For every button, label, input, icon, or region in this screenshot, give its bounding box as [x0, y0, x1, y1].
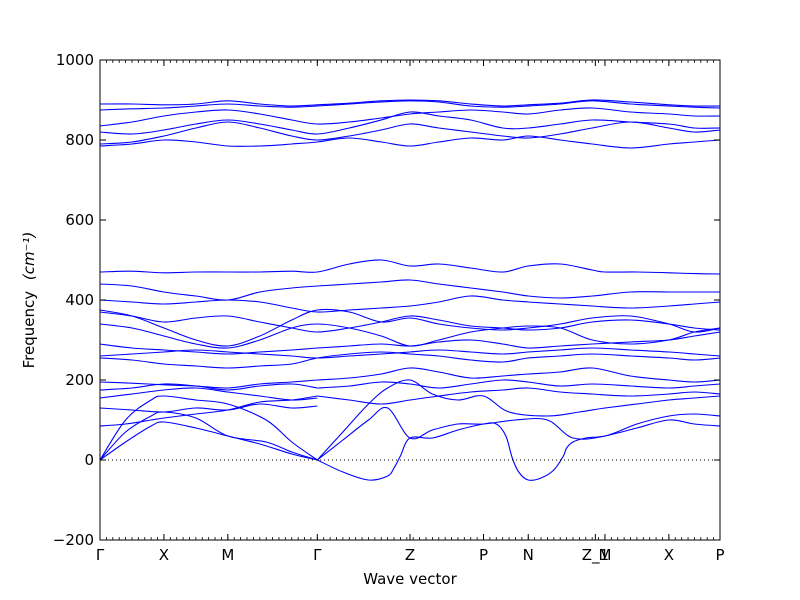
band-line-10	[317, 387, 721, 405]
band-line-9	[99, 387, 318, 401]
x-tick-label: X	[159, 546, 169, 564]
x-tick-label: P	[715, 546, 724, 564]
band-line-12	[317, 379, 721, 389]
y-axis-label-text: Frequency	[20, 291, 38, 369]
band-line-13	[99, 367, 721, 389]
x-tick-label: Z	[405, 546, 415, 564]
band-line-11	[99, 383, 318, 391]
band-line-17	[99, 323, 721, 349]
y-axis-unit: (cm⁻¹)	[20, 232, 38, 281]
band-line-21	[99, 279, 720, 301]
x-tick-label: Γ	[313, 546, 322, 564]
y-tick-label: −200	[53, 531, 94, 549]
x-tick-label: Γ	[96, 546, 105, 564]
x-tick-label: Z_1	[582, 546, 609, 565]
band-line-27	[99, 100, 721, 111]
x-ticks: Γ X M Γ Z P N Z_1M X P	[96, 60, 725, 565]
band-line-7	[99, 395, 318, 427]
band-line-18	[99, 308, 721, 347]
plot-frame	[99, 59, 721, 541]
band-line-19	[99, 311, 721, 333]
band-lines	[99, 99, 721, 481]
band-line-6	[316, 379, 721, 461]
y-tick-label: 600	[65, 211, 94, 229]
y-tick-label: 1000	[56, 51, 94, 69]
x-axis-label: Wave vector	[363, 570, 457, 588]
band-line-1	[99, 421, 318, 461]
y-tick-label: 0	[84, 451, 94, 469]
x-tick-label: M	[598, 546, 611, 564]
band-line-24	[99, 121, 721, 145]
x-tick-label: N	[523, 546, 534, 564]
band-line-2	[99, 411, 318, 461]
band-line-3	[99, 395, 318, 461]
y-tick-label: 400	[65, 291, 94, 309]
band-line-5	[316, 406, 721, 461]
band-line-25	[99, 111, 721, 135]
band-line-4	[317, 419, 721, 481]
band-line-26	[99, 107, 721, 127]
y-ticks: −200 0 200 400 600 800 1000	[53, 51, 720, 549]
band-line-22	[99, 259, 721, 275]
band-line-8	[99, 403, 318, 413]
band-line-20	[99, 295, 721, 313]
band-line-28	[99, 99, 721, 107]
y-axis-label: Frequency (cm⁻¹)	[20, 232, 38, 369]
x-tick-label: P	[479, 546, 488, 564]
band-line-14	[99, 351, 721, 369]
band-line-23	[99, 135, 721, 149]
x-tick-label: M	[221, 546, 234, 564]
y-tick-label: 200	[65, 371, 94, 389]
band-line-15	[99, 347, 721, 359]
y-tick-label: 800	[65, 131, 94, 149]
x-tick-label: X	[664, 546, 674, 564]
